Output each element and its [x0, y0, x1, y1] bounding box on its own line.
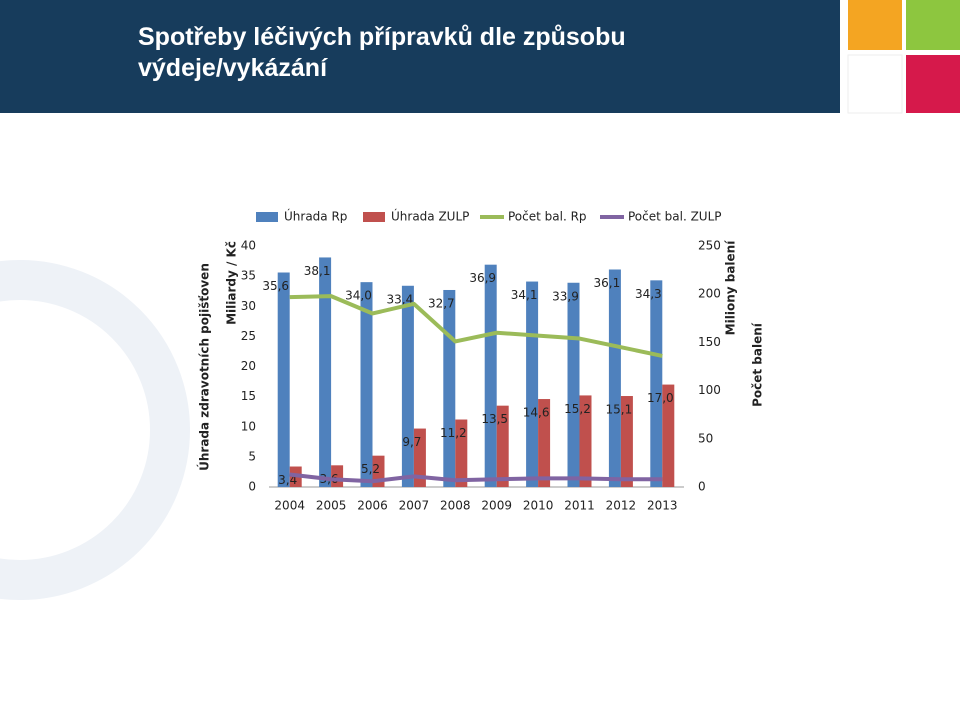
legend-swatch: [256, 212, 278, 222]
line-series: [289, 472, 663, 484]
bar: [620, 396, 633, 487]
bar: [443, 289, 456, 487]
decor-square: [847, 54, 903, 114]
data-label: 34,0: [345, 289, 372, 303]
bar: [579, 395, 592, 487]
decor-square: [906, 0, 960, 50]
bar: [484, 264, 497, 487]
decor-square: [848, 0, 902, 50]
data-label: 17,0: [647, 391, 674, 405]
bar: [360, 282, 373, 487]
legend-label: Úhrada ZULP: [391, 209, 469, 224]
x-tick-label: 2013: [647, 499, 678, 513]
line-series: [289, 294, 663, 358]
y-tick-label: 30: [241, 299, 256, 313]
x-tick-label: 2009: [481, 499, 512, 513]
bar: [567, 282, 580, 487]
x-tick-label: 2012: [606, 499, 637, 513]
bar: [413, 428, 426, 487]
data-label: 32,7: [428, 296, 455, 310]
legend-label: Počet bal. ZULP: [628, 210, 722, 224]
y2-tick-label: 200: [698, 287, 721, 301]
x-tick-label: 2011: [564, 499, 595, 513]
y-tick-label: 10: [241, 419, 256, 433]
decor-square: [906, 55, 960, 113]
y2-axis-label: Miliony balení: [724, 240, 738, 336]
data-label: 14,6: [523, 406, 550, 420]
chart-title: Spotřeby léčivých přípravků dle způsobu …: [138, 23, 626, 82]
data-label: 11,2: [440, 426, 467, 440]
x-tick-label: 2006: [357, 499, 388, 513]
legend-label: Počet bal. Rp: [508, 210, 587, 224]
bar: [608, 269, 621, 487]
data-label: 38,1: [304, 264, 331, 278]
data-label: 15,1: [606, 403, 633, 417]
y2-tick-label: 0: [698, 480, 706, 494]
data-label: 15,2: [564, 402, 591, 416]
y-tick-label: 35: [241, 269, 256, 283]
bar: [401, 285, 414, 487]
data-label: 9,7: [402, 435, 421, 449]
data-label: 13,5: [481, 412, 508, 426]
bar: [538, 399, 551, 487]
y-tick-label: 15: [241, 389, 256, 403]
y-tick-label: 0: [248, 480, 256, 494]
x-tick-label: 2007: [399, 499, 430, 513]
data-label: 33,4: [387, 292, 414, 306]
y-axis-group-label: Úhrada zdravotních pojišťoven: [197, 263, 212, 471]
bar: [319, 257, 332, 487]
y-tick-label: 40: [241, 239, 256, 253]
x-tick-label: 2008: [440, 499, 471, 513]
y-tick-label: 5: [248, 449, 256, 463]
data-label: 35,6: [262, 279, 289, 293]
title-box: Spotřeby léčivých přípravků dle způsobu …: [138, 23, 626, 82]
x-tick-label: 2004: [274, 499, 305, 513]
data-label: 34,3: [635, 287, 662, 301]
data-label: 36,9: [469, 271, 496, 285]
data-label: 33,9: [552, 289, 579, 303]
x-tick-label: 2010: [523, 499, 554, 513]
legend-label: Úhrada Rp: [284, 209, 347, 224]
bar: [277, 272, 290, 487]
bar: [455, 419, 468, 487]
header-band: [0, 0, 840, 113]
y-tick-label: 25: [241, 329, 256, 343]
y-tick-label: 20: [241, 359, 256, 373]
x-tick-label: 2005: [316, 499, 347, 513]
data-label: 34,1: [511, 288, 538, 302]
y2-tick-label: 100: [698, 383, 721, 397]
y2-tick-label: 150: [698, 335, 721, 349]
y2-tick-label: 50: [698, 431, 713, 445]
y-axis-label: Miliardy / Kč: [225, 241, 239, 325]
data-label: 36,1: [594, 276, 621, 290]
y2-axis-group-label: Počet balení: [751, 322, 765, 407]
bar: [526, 281, 539, 487]
bar: [496, 405, 509, 487]
bar: [662, 384, 675, 487]
data-label: 5,2: [361, 462, 380, 476]
watermark: [0, 260, 190, 600]
legend-swatch: [363, 212, 385, 222]
y2-tick-label: 250: [698, 239, 721, 253]
bar: [650, 280, 663, 487]
